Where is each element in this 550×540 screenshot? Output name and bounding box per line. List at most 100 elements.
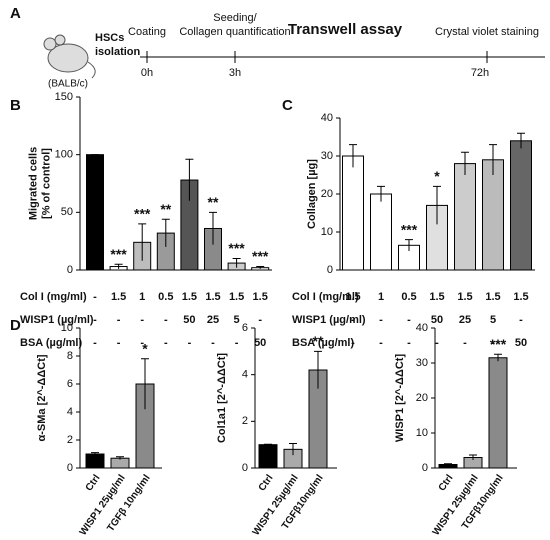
y-tick-label: 10: [416, 427, 428, 439]
error-bar: [489, 144, 497, 175]
row-cell: -: [407, 337, 411, 349]
bar: [370, 193, 392, 271]
significance: **: [160, 201, 171, 217]
error-bar: [461, 151, 469, 175]
row-cell: 1.5: [485, 291, 500, 303]
y-axis-label: Migrated cells: [27, 147, 39, 220]
row-label: Col I (mg/ml): [20, 291, 87, 303]
error-bar: [264, 443, 272, 446]
y-axis-label: WISP1 [2^-ΔΔCt]: [394, 354, 406, 443]
y-tick-label: 40: [416, 322, 428, 334]
y-tick-label: 4: [67, 406, 73, 418]
row-cell: -: [519, 314, 523, 326]
error-bar: [91, 452, 99, 456]
row-cell: -: [351, 314, 355, 326]
row-cell: 0.5: [158, 291, 173, 303]
y-tick-label: 20: [321, 188, 333, 200]
row-cell: -: [164, 337, 168, 349]
error-bar: [517, 132, 525, 149]
row-label: BSA (µg/ml): [20, 337, 82, 349]
row-label: BSA (µg/ml): [292, 337, 354, 349]
y-tick-label: 30: [416, 357, 428, 369]
bar: [510, 140, 532, 271]
significance: *: [142, 341, 148, 357]
row-cell: 25: [207, 314, 219, 326]
y-tick-label: 10: [321, 226, 333, 238]
row-cell: 1.5: [457, 291, 472, 303]
y-tick-label: 40: [321, 112, 333, 124]
bar: [342, 155, 364, 271]
y-axis-label: α-SMa [2^-ΔΔCt]: [36, 354, 48, 441]
row-label: WISP1 (µg/ml): [292, 314, 366, 326]
y-tick-label: 6: [67, 378, 73, 390]
row-cell: -: [435, 337, 439, 349]
row-cell: 5: [234, 314, 240, 326]
significance: ***: [110, 246, 127, 262]
row-cell: -: [93, 291, 97, 303]
row-cell: -: [211, 337, 215, 349]
significance: ***: [490, 336, 507, 352]
row-cell: 1: [139, 291, 145, 303]
row-cell: -: [140, 314, 144, 326]
row-label: Col I (mg/ml): [292, 291, 359, 303]
y-tick-label: 6: [242, 322, 248, 334]
row-cell: 1.5: [229, 291, 244, 303]
mouse-icon: [43, 34, 96, 79]
row-cell: -: [379, 337, 383, 349]
row-cell: 1.5: [182, 291, 197, 303]
y-tick-label: 0: [242, 462, 248, 474]
bar: [482, 159, 504, 271]
row-cell: 1.5: [345, 291, 360, 303]
bar: [85, 453, 105, 469]
row-cell: -: [93, 314, 97, 326]
y-tick-label: 0: [67, 462, 73, 474]
row-cell: 25: [459, 314, 471, 326]
y-tick-label: 0: [327, 264, 333, 276]
row-cell: 50: [254, 337, 266, 349]
bar: [110, 457, 130, 469]
row-cell: -: [407, 314, 411, 326]
row-label: WISP1 (µg/ml): [20, 314, 94, 326]
y-tick-label: 4: [242, 369, 248, 381]
x-tick-label: Ctrl: [257, 473, 276, 494]
significance: ***: [252, 248, 269, 264]
error-bar: [289, 443, 297, 456]
strain: (BALB/c): [48, 79, 88, 90]
y-tick-label: 2: [242, 415, 248, 427]
isolation: HSCs: [95, 32, 124, 44]
error-bar: [349, 144, 357, 168]
row-cell: 50: [183, 314, 195, 326]
significance: ***: [228, 240, 245, 256]
x-tick-label: Ctrl: [84, 473, 103, 494]
y-tick-label: 150: [55, 91, 73, 103]
error-bar: [232, 257, 241, 268]
row-cell: 1.5: [205, 291, 220, 303]
row-cell: 0.5: [401, 291, 416, 303]
error-bar: [405, 239, 413, 251]
row-cell: 1.5: [253, 291, 268, 303]
step-label: Crystal violet staining: [435, 26, 539, 38]
y-tick-label: 30: [321, 150, 333, 162]
row-cell: -: [117, 337, 121, 349]
row-cell: -: [258, 314, 262, 326]
step-label: Seeding/: [213, 12, 257, 24]
y-tick-label: 8: [67, 350, 73, 362]
significance: ***: [401, 221, 418, 237]
y-axis-label: Collagen [µg]: [306, 159, 318, 229]
bar: [454, 163, 476, 271]
significance: **: [208, 194, 219, 210]
y-tick-label: 100: [55, 149, 73, 161]
row-cell: -: [463, 337, 467, 349]
error-bar: [161, 218, 170, 247]
row-cell: 5: [490, 314, 496, 326]
row-cell: 1: [378, 291, 384, 303]
y-axis-label: Col1a1 [2^-ΔΔCt]: [216, 353, 228, 443]
significance: *: [434, 168, 440, 184]
row-cell: -: [140, 337, 144, 349]
error-bar: [116, 456, 124, 460]
error-bar: [209, 211, 217, 245]
panel-label: A: [10, 5, 21, 22]
row-cell: -: [235, 337, 239, 349]
time-label: 72h: [471, 67, 489, 79]
